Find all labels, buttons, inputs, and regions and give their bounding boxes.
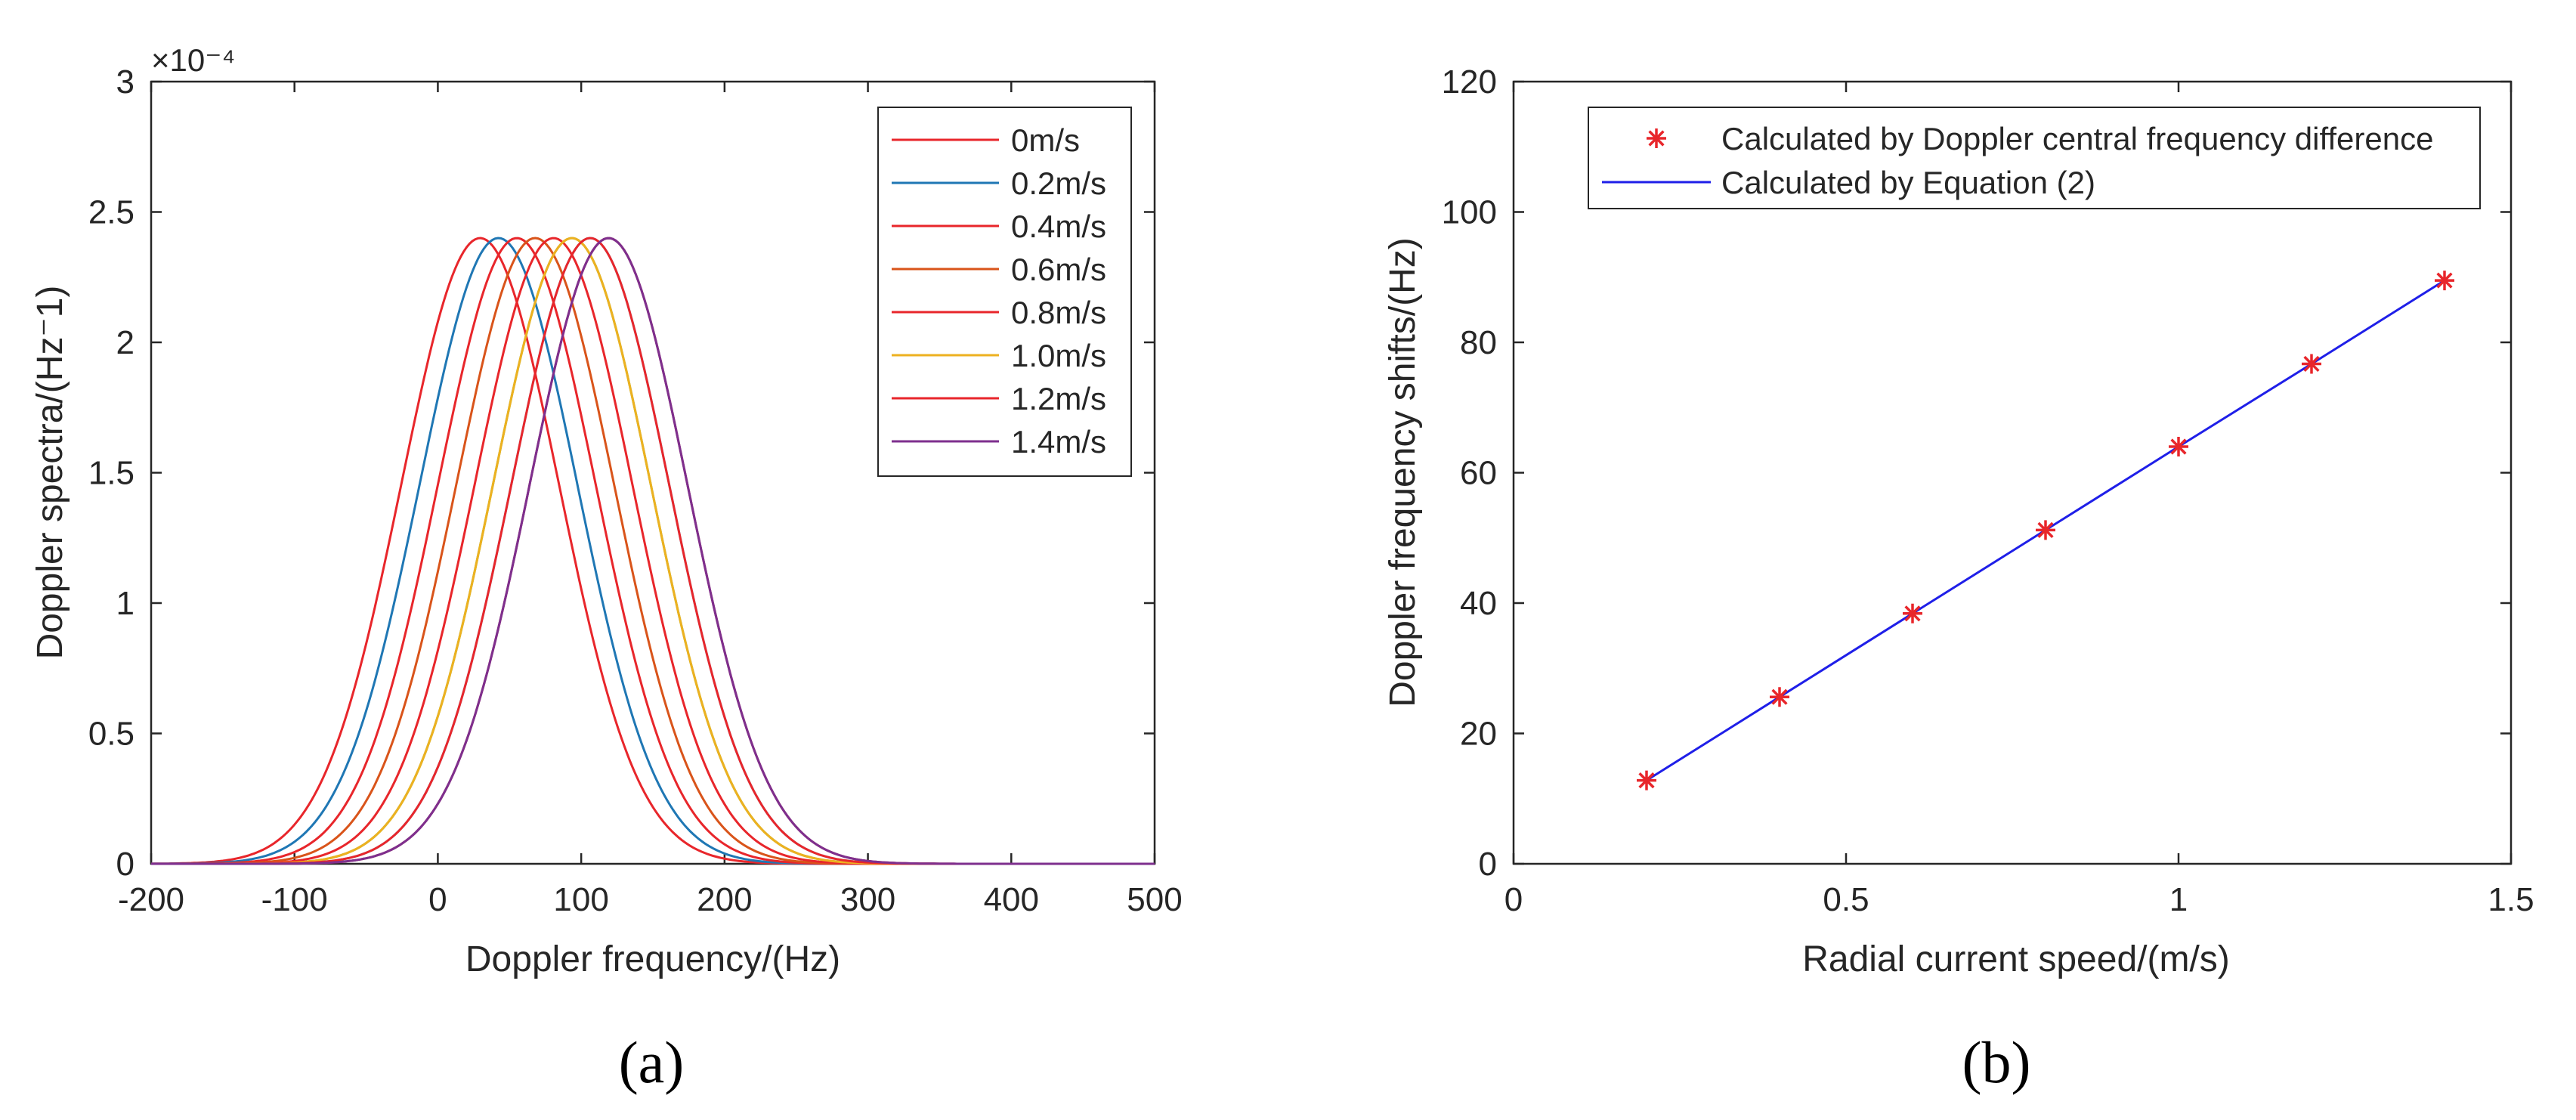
panel-a-legend-label: 0.6m/s xyxy=(1011,252,1106,287)
panel-a-x-tick-label: -100 xyxy=(261,881,328,918)
panel-b-y-tick-label: 20 xyxy=(1460,716,1497,753)
panel-a-legend-label: 1.0m/s xyxy=(1011,338,1106,373)
panel-a-y-exponent: ×10⁻⁴ xyxy=(151,42,235,78)
panel-a-legend-label: 0.8m/s xyxy=(1011,295,1106,330)
panel-a-legend-label: 0.4m/s xyxy=(1011,209,1106,244)
panel-a-x-tick-label: 400 xyxy=(984,881,1039,918)
panel-a-legend-label: 0.2m/s xyxy=(1011,166,1106,201)
panel-b-x-tick-label: 1.5 xyxy=(2488,881,2534,918)
panel-a-x-axis-label: Doppler frequency/(Hz) xyxy=(465,939,840,979)
panel-b-data-point xyxy=(2435,271,2454,291)
panel-a-legend-label: 0m/s xyxy=(1011,122,1080,158)
panel-b-data-point xyxy=(2302,354,2321,374)
panel-a-x-tick-label: 300 xyxy=(840,881,895,918)
panel-b-data-point xyxy=(1903,603,1922,623)
panel-a-curves xyxy=(150,237,1155,865)
panel-b-legend: Calculated by Doppler central frequency … xyxy=(1588,107,2481,209)
panel-a-y-tick-label: 3 xyxy=(116,63,135,101)
panel-b-data-point xyxy=(1637,770,1656,790)
panel-b-legend-marker xyxy=(1647,128,1666,148)
panel-a-ticks: -200 -100 0 100 200 300 400 500 0 0.5 1 1.5 2 2.5 3 xyxy=(88,63,1183,918)
panel-b-y-tick-label: 120 xyxy=(1442,63,1497,101)
panel-a-y-tick-label: 0 xyxy=(116,846,135,883)
panel-b-y-tick-label: 60 xyxy=(1460,455,1497,492)
panel-a-x-tick-label: 0 xyxy=(428,881,447,918)
panel-a-legend-box xyxy=(877,107,1132,477)
panel-a-y-tick-label: 1.5 xyxy=(88,455,135,492)
panel-b-y-tick-label: 40 xyxy=(1460,585,1497,622)
panel-b-marks xyxy=(1637,271,2454,790)
panel-b-plot-frame xyxy=(1512,80,2513,865)
panel-a-x-tick-label: 200 xyxy=(697,881,752,918)
panel-b-legend-label: Calculated by Doppler central frequency … xyxy=(1721,121,2433,156)
panel-b-x-axis-label: Radial current speed/(m/s) xyxy=(1802,939,2230,979)
panel-b-y-tick-label: 100 xyxy=(1442,194,1497,231)
panel-a-x-tick-label: 100 xyxy=(553,881,608,918)
panel-a-legend-label: 1.4m/s xyxy=(1011,424,1106,459)
panel-a-chart: -200 -100 0 100 200 300 400 500 0 0.5 1 1.5 2 2.5 3 ×1… xyxy=(30,42,1183,1095)
panel-a-curve-7 xyxy=(151,237,1155,865)
panel-b-data-point xyxy=(1770,687,1789,707)
panel-b-legend-box xyxy=(1588,107,2481,209)
panel-a-legend-label: 1.2m/s xyxy=(1011,381,1106,416)
panel-b-ticks: 0 0.5 1 1.5 0 20 40 60 80 100 120 xyxy=(1442,63,2534,918)
panel-a-y-tick-label: 2.5 xyxy=(88,194,135,231)
panel-b-chart: 0 0.5 1 1.5 0 20 40 60 80 100 120 Radial current s… xyxy=(1383,63,2534,1095)
panel-b-x-tick-label: 0 xyxy=(1504,881,1523,918)
panel-b-x-tick-label: 1 xyxy=(2169,881,2188,918)
panel-a-y-axis-label: Doppler spectra/(Hz⁻1) xyxy=(30,286,70,660)
panel-a-y-tick-label: 1 xyxy=(116,585,135,622)
panel-b-label: (b) xyxy=(1962,1029,2031,1095)
panel-b-y-tick-label: 80 xyxy=(1460,324,1497,361)
panel-b-x-tick-label: 0.5 xyxy=(1823,881,1869,918)
panel-a-y-tick-label: 0.5 xyxy=(88,716,135,753)
panel-a-label: (a) xyxy=(619,1029,685,1095)
panel-a-x-tick-label: -200 xyxy=(118,881,184,918)
panel-a-y-tick-label: 2 xyxy=(116,324,135,361)
panel-a-legend: 0m/s 0.2m/s 0.4m/s 0.6m/s 0.8m/s 1.0m/s 1.2m/s… xyxy=(877,107,1132,477)
panel-b-legend-label: Calculated by Equation (2) xyxy=(1721,165,2095,200)
panel-b-y-tick-label: 0 xyxy=(1479,846,1497,883)
panel-b-data-point xyxy=(2169,437,2188,456)
panel-b-data-point xyxy=(2036,520,2055,540)
panel-b-y-axis-label: Doppler frequency shifts/(Hz) xyxy=(1383,237,1423,707)
panel-a-x-tick-label: 500 xyxy=(1127,881,1182,918)
